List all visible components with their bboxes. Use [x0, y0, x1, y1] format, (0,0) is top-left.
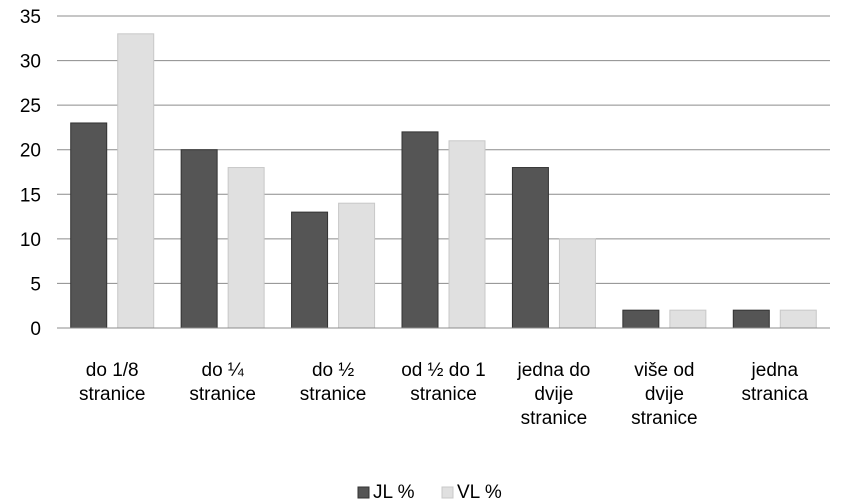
legend-swatch-vl	[441, 486, 454, 499]
bar-jl	[70, 122, 108, 329]
bar-vl	[117, 33, 155, 329]
legend-label-jl: JL %	[373, 482, 415, 503]
y-axis-tick-labels: 0 5 10 15 20 25 30 35	[20, 7, 41, 340]
bar-jl	[511, 167, 549, 329]
y-tick-label: 15	[20, 185, 41, 206]
x-category-label: do ¼	[202, 360, 245, 381]
x-category-label: do 1/8	[86, 360, 139, 381]
bar-jl	[180, 149, 218, 329]
x-category-label: stranice	[189, 384, 256, 405]
y-tick-label: 30	[20, 52, 41, 73]
y-tick-label: 5	[30, 274, 41, 295]
bar-jl	[732, 309, 770, 329]
y-tick-label: 10	[20, 230, 41, 251]
bar-vl	[448, 140, 486, 329]
x-category-label: jedna do	[516, 360, 590, 381]
y-tick-label: 25	[20, 96, 41, 117]
legend: JL % VL %	[357, 482, 502, 503]
bar-vl	[558, 238, 596, 329]
x-category-label: od ½ do 1	[401, 360, 486, 381]
x-axis-category-labels: do 1/8 stranice do ¼ stranice do ½ stranice od…	[79, 360, 809, 429]
y-tick-label: 20	[20, 141, 41, 162]
x-category-label: stranica	[742, 384, 809, 405]
bar-vl	[669, 309, 707, 329]
legend-label-vl: VL %	[457, 482, 502, 503]
x-category-label: dvije	[645, 384, 684, 405]
gridlines	[57, 15, 830, 284]
x-category-label: dvije	[534, 384, 573, 405]
y-tick-label: 35	[20, 7, 41, 28]
x-category-label: stranice	[300, 384, 367, 405]
bar-vl	[338, 202, 376, 329]
x-category-label: do ½	[312, 360, 354, 381]
legend-swatch-jl	[357, 486, 370, 499]
x-category-label: stranice	[521, 408, 588, 429]
bar-vl	[227, 167, 265, 329]
x-category-label: stranice	[631, 408, 698, 429]
bars	[70, 33, 817, 329]
bar-vl	[779, 309, 817, 329]
bar-jl	[622, 309, 660, 329]
y-tick-label: 0	[30, 319, 41, 340]
x-category-label: stranice	[410, 384, 477, 405]
x-category-label: stranice	[79, 384, 146, 405]
bar-jl	[401, 131, 439, 329]
bar-jl	[291, 211, 329, 329]
x-category-label: jedna	[751, 360, 799, 381]
x-category-label: više od	[634, 360, 694, 381]
